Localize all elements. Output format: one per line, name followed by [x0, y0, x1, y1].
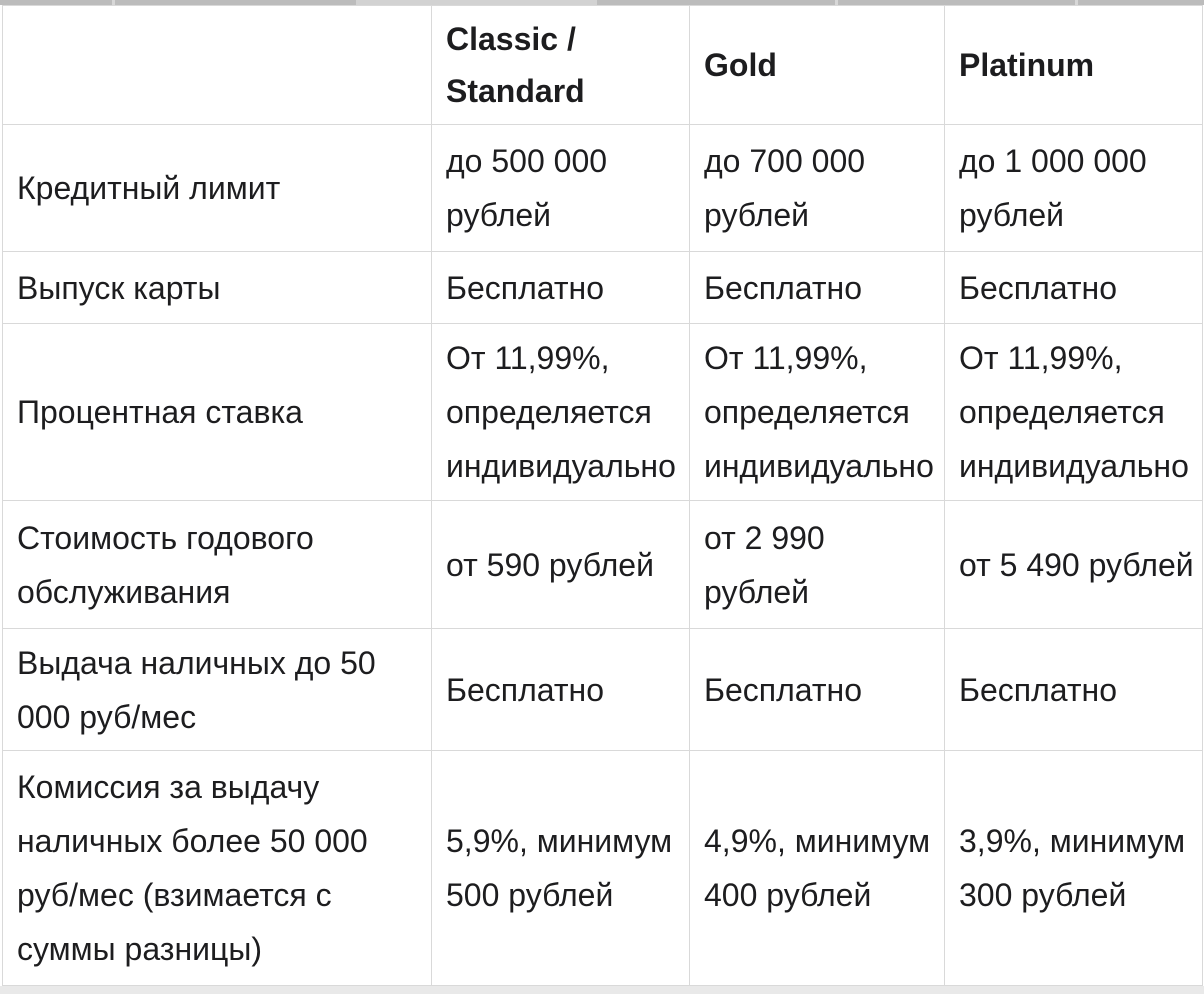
top-strip-light-segment	[356, 0, 597, 5]
value-cell: Бесплатно	[944, 628, 1203, 751]
value-cell: От 11,99%, определяется индивидуально	[944, 323, 1203, 501]
corner-cell	[2, 5, 432, 125]
row-label: Стоимость годового обслуживания	[2, 500, 432, 629]
value-cell: От 11,99%, определяется индивидуально	[431, 323, 690, 501]
value-cell: от 2 990 рублей	[689, 500, 945, 629]
value-cell: до 1 000 000 рублей	[944, 124, 1203, 252]
row-label: Кредитный лимит	[2, 124, 432, 252]
value-cell: От 11,99%, определяется индивидуально	[689, 323, 945, 501]
row-label: Комиссия за выдачу наличных более 50 000…	[2, 750, 432, 986]
value-cell: Бесплатно	[689, 628, 945, 751]
value-cell: Бесплатно	[431, 251, 690, 324]
table-row-card-issue: Выпуск карты Бесплатно Бесплатно Бесплат…	[2, 251, 1203, 324]
header-row: Classic / Standard Gold Platinum	[2, 5, 1203, 125]
table-row-interest-rate: Процентная ставка От 11,99%, определяетс…	[2, 323, 1203, 501]
value-cell: Бесплатно	[944, 251, 1203, 324]
row-label: Выдача наличных до 50 000 руб/мес	[2, 628, 432, 751]
value-cell: до 500 000 рублей	[431, 124, 690, 252]
table-row-annual-fee: Стоимость годового обслуживания от 590 р…	[2, 500, 1203, 629]
value-cell: Бесплатно	[689, 251, 945, 324]
card-tariffs-comparison-table: Classic / Standard Gold Platinum Кредитн…	[2, 5, 1203, 986]
value-cell: от 590 рублей	[431, 500, 690, 629]
top-strip-divider	[1075, 0, 1078, 5]
value-cell: 4,9%, минимум 400 рублей	[689, 750, 945, 986]
top-strip-divider	[112, 0, 115, 5]
row-label: Процентная ставка	[2, 323, 432, 501]
value-cell: до 700 000 рублей	[689, 124, 945, 252]
value-cell: 5,9%, минимум 500 рублей	[431, 750, 690, 986]
value-cell: Бесплатно	[431, 628, 690, 751]
cropped-content-below	[0, 986, 1204, 994]
column-header-gold: Gold	[689, 5, 945, 125]
table-row-credit-limit: Кредитный лимит до 500 000 рублей до 700…	[2, 124, 1203, 252]
row-label: Выпуск карты	[2, 251, 432, 324]
value-cell: 3,9%, минимум 300 рублей	[944, 750, 1203, 986]
top-strip-divider	[835, 0, 838, 5]
value-cell: от 5 490 рублей	[944, 500, 1203, 629]
table-row-cash-withdrawal-fee-over-limit: Комиссия за выдачу наличных более 50 000…	[2, 750, 1203, 986]
column-header-classic-standard: Classic / Standard	[431, 5, 690, 125]
cropped-content-above	[0, 0, 1204, 5]
column-header-platinum: Platinum	[944, 5, 1203, 125]
table-row-cash-withdrawal-under-limit: Выдача наличных до 50 000 руб/мес Беспла…	[2, 628, 1203, 751]
